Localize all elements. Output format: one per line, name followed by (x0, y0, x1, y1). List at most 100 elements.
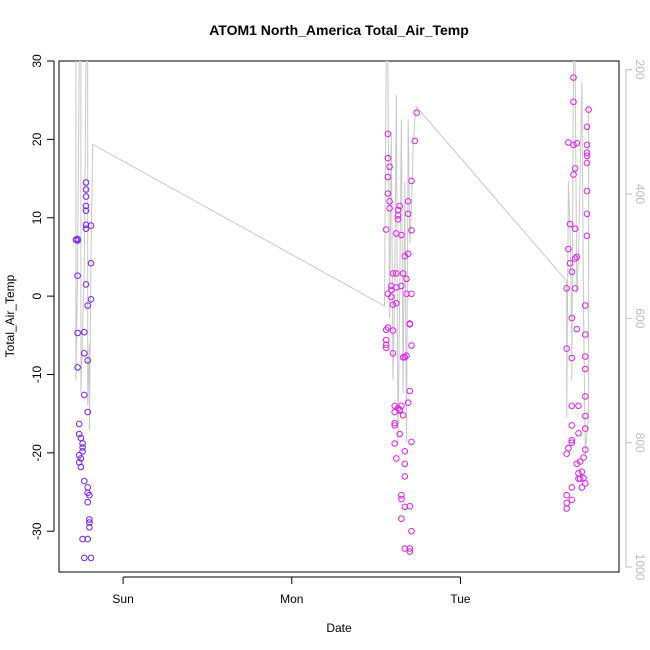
data-point-s2-64 (406, 387, 414, 395)
data-point-s2-57 (403, 352, 410, 360)
data-point-s2-2 (384, 154, 392, 162)
data-point-s2-91 (568, 422, 576, 429)
data-point-s1-9 (75, 451, 83, 459)
data-point-s1-7 (75, 430, 83, 438)
data-point-s2-73 (408, 177, 415, 185)
pressure-series-line (75, 61, 590, 456)
data-point-s2-128 (583, 210, 591, 218)
y-tick-label--20: -20 (30, 444, 44, 462)
data-point-s2-111 (575, 430, 582, 437)
data-point-s2-26 (393, 455, 400, 462)
data-point-s1-3 (74, 272, 81, 280)
y-tick-label-10: 10 (30, 211, 44, 225)
y-axis-label: Total_Air_Temp (3, 274, 17, 357)
data-point-s2-101 (571, 285, 579, 292)
data-point-s1-30 (84, 408, 91, 416)
y-right-tick-label-1000: 1000 (633, 554, 647, 581)
data-point-s2-37 (396, 406, 404, 414)
data-point-s1-34 (84, 535, 91, 543)
data-point-s2-7 (386, 205, 393, 212)
y-tick-label--10: -10 (30, 366, 44, 384)
data-point-s1-29 (84, 357, 91, 364)
x-axis: Sun Mon Tue (112, 576, 471, 606)
data-point-s2-72 (408, 227, 415, 234)
data-point-s2-28 (393, 270, 400, 277)
plot-frame (58, 60, 620, 573)
data-point-s2-10 (382, 326, 390, 334)
data-point-s1-13 (79, 444, 86, 451)
data-point-s2-87 (568, 268, 576, 276)
data-point-s2-12 (382, 341, 390, 349)
data-point-s2-42 (398, 515, 405, 523)
data-point-s2-3 (384, 173, 392, 181)
data-point-s2-44 (398, 282, 405, 290)
data-point-s2-93 (568, 439, 576, 447)
data-point-s1-21 (82, 225, 90, 232)
data-point-s1-28 (84, 302, 91, 309)
data-point-s2-135 (585, 106, 592, 113)
x-axis-label: Date (326, 621, 352, 635)
data-point-s1-14 (79, 440, 86, 447)
data-point-s2-70 (408, 342, 415, 349)
data-point-s2-94 (568, 496, 576, 504)
y-tick-label--30: -30 (30, 522, 44, 540)
data-point-s2-59 (404, 210, 412, 218)
data-point-s2-95 (568, 484, 576, 491)
data-point-s2-103 (573, 140, 581, 147)
data-point-s2-43 (398, 231, 405, 239)
data-point-s1-6 (75, 420, 83, 428)
data-point-s2-88 (568, 314, 576, 322)
data-point-s1-41 (87, 296, 95, 303)
data-point-s2-56 (403, 290, 410, 298)
data-point-s2-71 (408, 290, 415, 298)
data-point-s2-86 (566, 220, 574, 228)
data-point-s2-133 (583, 141, 591, 149)
data-point-s2-63 (406, 321, 414, 328)
data-point-s2-29 (393, 299, 400, 307)
data-point-s2-6 (386, 163, 393, 171)
y-right-tick-label-800: 800 (633, 433, 647, 453)
data-point-s2-131 (583, 152, 591, 160)
data-point-s2-25 (391, 440, 399, 447)
data-point-s2-121 (582, 412, 589, 420)
data-point-s1-40 (87, 259, 95, 267)
data-point-s2-90 (568, 402, 576, 410)
data-point-s2-114 (578, 468, 586, 476)
data-point-s2-66 (408, 527, 415, 535)
data-point-s2-126 (582, 302, 589, 309)
data-point-s2-51 (401, 503, 409, 511)
data-point-s2-54 (401, 354, 409, 361)
data-point-s2-125 (582, 331, 589, 338)
y-right-axis: 200 400 600 800 1000 (625, 60, 647, 581)
data-point-s2-1 (384, 130, 392, 138)
data-point-s2-124 (582, 353, 589, 360)
data-point-s1-12 (77, 463, 85, 471)
data-point-s2-134 (583, 123, 591, 131)
data-point-s2-52 (401, 545, 409, 552)
data-point-s1-24 (82, 202, 90, 210)
data-point-s2-13 (382, 344, 390, 352)
data-point-s1-31 (84, 484, 91, 491)
data-point-s2-110 (575, 402, 582, 410)
data-point-s2-100 (571, 255, 579, 262)
y-right-tick-label-600: 600 (633, 308, 647, 328)
data-point-s2-32 (394, 212, 402, 219)
data-point-s1-22 (82, 221, 90, 229)
data-point-s2-120 (582, 425, 589, 432)
data-point-s2-65 (406, 502, 414, 510)
data-point-s2-81 (563, 499, 571, 507)
y-right-tick-label-200: 200 (633, 60, 647, 80)
data-point-s2-84 (565, 139, 572, 146)
data-point-s1-43 (81, 554, 88, 562)
data-point-s2-34 (396, 202, 404, 210)
data-point-s1-25 (82, 193, 90, 200)
data-point-s2-119 (582, 446, 589, 454)
data-point-s2-50 (401, 473, 409, 480)
data-point-s2-79 (563, 450, 571, 458)
data-point-s2-39 (396, 430, 404, 438)
data-point-s2-76 (563, 285, 571, 292)
data-point-s2-19 (389, 327, 397, 334)
data-point-s2-74 (411, 137, 419, 145)
data-point-s2-61 (404, 250, 412, 258)
